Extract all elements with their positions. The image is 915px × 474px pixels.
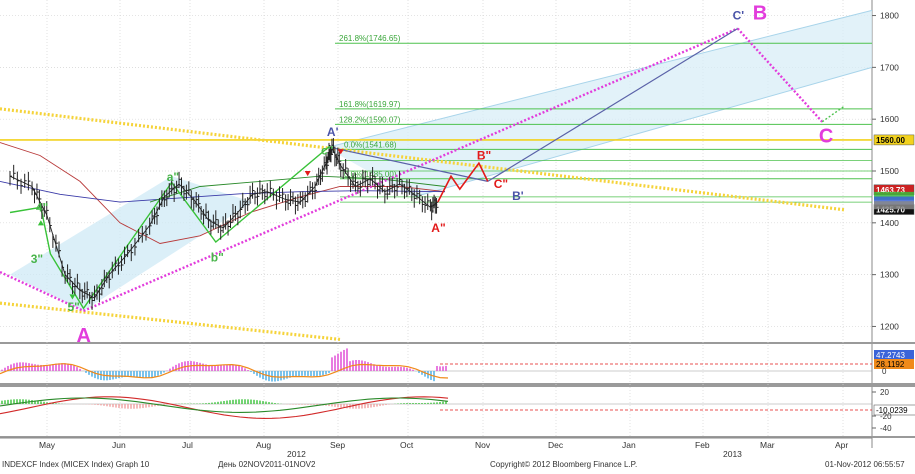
y-tick-label: 1500 xyxy=(880,166,899,176)
wave-label: 3" xyxy=(31,252,43,266)
red-projection-line xyxy=(437,161,489,203)
osc1-tag-box xyxy=(874,359,914,369)
oscillator-panel-2: -10.0239 xyxy=(0,396,915,419)
yellow-trendline-upper xyxy=(0,107,846,212)
magenta-dotted-b-to-c xyxy=(736,27,824,123)
wave-label: a" xyxy=(167,170,179,184)
y-tick-label: 1700 xyxy=(880,62,899,72)
osc1-tag-box xyxy=(874,350,914,360)
wave-label: B xyxy=(753,2,767,24)
x-month-label: Oct xyxy=(400,440,414,450)
x-month-label: Nov xyxy=(475,440,491,450)
x-month-label: Apr xyxy=(835,440,848,450)
fib-level-label: 0.0%(1541.68) xyxy=(344,140,397,149)
channel-bottom-line xyxy=(414,66,873,198)
footer-timestamp: 01-Nov-2012 06:55:57 xyxy=(825,460,905,469)
green-triangle-marker xyxy=(69,294,76,300)
wave-label: 5" xyxy=(67,300,79,314)
green-dotted-tail xyxy=(821,105,845,123)
price-tag-stack xyxy=(874,196,914,205)
wave-label: A xyxy=(77,325,91,347)
grid-layer xyxy=(0,0,915,448)
wave-label: B' xyxy=(512,189,524,203)
x-month-label: Jan xyxy=(622,440,636,450)
y-tick-label: 1200 xyxy=(880,321,899,331)
osc2-tag-box xyxy=(873,404,915,416)
wave-label: c" xyxy=(321,143,333,157)
osc2-red-line xyxy=(0,396,449,419)
x-year-label: 2013 xyxy=(723,449,742,459)
moving-average-blue xyxy=(0,180,446,203)
osc2-tag-label: -10.0239 xyxy=(876,406,908,415)
price-close-line xyxy=(9,146,439,299)
osc2-y-tick: -40 xyxy=(880,424,892,433)
price-tag-stack xyxy=(874,201,914,210)
y-tick-label: 1800 xyxy=(880,11,899,21)
fib-level-label: 161.8%(1619.97) xyxy=(339,100,401,109)
wave-label: A" xyxy=(431,221,445,235)
yellow-trendline-lower xyxy=(0,301,341,342)
price-tag-label: 1425.70 xyxy=(876,206,905,215)
y-tick-label: 1400 xyxy=(880,218,899,228)
x-month-label: Sep xyxy=(330,440,345,450)
x-month-label: May xyxy=(39,440,56,450)
x-month-label: Dec xyxy=(548,440,564,450)
osc2-green-line xyxy=(0,397,449,413)
price-tag-label: 1463.73 xyxy=(876,186,905,195)
magenta-dotted-a-left xyxy=(0,270,85,312)
blue-line-a-to-b xyxy=(331,147,488,182)
fib-level-label: 261.8%(1746.65) xyxy=(339,34,401,43)
osc1-signal-line xyxy=(0,363,449,379)
osc1-tag-label: 47.2743 xyxy=(876,351,905,360)
osc1-y-tick: 0 xyxy=(882,367,887,376)
price-tag-stack xyxy=(874,191,914,200)
magenta-dotted-a-to-b xyxy=(83,27,739,313)
x-month-label: Feb xyxy=(695,440,710,450)
x-month-label: Jun xyxy=(112,440,126,450)
axis-layer: 1200 1300 1400 1500 1600 1700 1800 1560.00 1463.… xyxy=(39,11,915,459)
green-wave-line xyxy=(9,145,331,310)
footer-instrument-label: INDEXCF Index (MICEX Index) Graph 10 xyxy=(2,460,150,469)
wave-label: C xyxy=(819,126,833,148)
x-month-label: Mar xyxy=(760,440,775,450)
y-tick-label: 1300 xyxy=(880,270,899,280)
red-triangle-marker xyxy=(304,171,311,177)
osc2-histogram xyxy=(1,399,447,409)
wave-label: A' xyxy=(327,125,339,139)
osc2-y-tick: 20 xyxy=(880,388,889,397)
x-year-label: 2012 xyxy=(287,449,306,459)
x-month-label: Jul xyxy=(182,440,193,450)
red-triangle-marker xyxy=(337,149,344,155)
wave-label: C" xyxy=(494,177,508,191)
wave-label: 4" xyxy=(36,200,48,214)
blue-line-b-to-c xyxy=(487,27,738,182)
footer-copyright: Copyright© 2012 Bloomberg Finance L.P. xyxy=(490,460,638,469)
wave-label: C' xyxy=(733,9,745,23)
upper-channel-fill-right xyxy=(326,10,872,197)
green-triangle-marker xyxy=(37,220,44,226)
osc2-y-tick: -20 xyxy=(880,412,892,421)
footer-period-label: День 02NOV2011-01NOV2 xyxy=(218,460,316,469)
x-month-label: Aug xyxy=(256,440,271,450)
y-tick-label: 1600 xyxy=(880,114,899,124)
osc1-tag-label: 28.1192 xyxy=(876,360,905,369)
wave-label: b" xyxy=(211,251,224,265)
price-bars xyxy=(9,138,439,310)
price-tag-label: 1560.00 xyxy=(876,136,905,145)
wave-label: B" xyxy=(477,148,491,162)
price-tag-box xyxy=(873,134,915,146)
fib-level-label: 128.2%(1590.07) xyxy=(339,115,401,124)
main-price-panel: 261.8%(1746.65) 161.8%(1619.97) 128.2%(159… xyxy=(0,2,873,347)
